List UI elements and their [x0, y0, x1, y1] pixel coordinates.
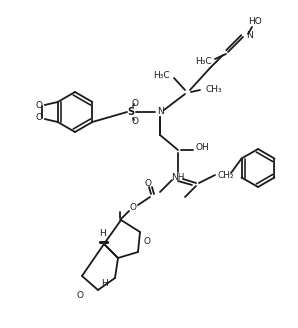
- Text: O: O: [77, 291, 83, 299]
- Text: S: S: [128, 107, 135, 117]
- Text: H: H: [101, 278, 108, 288]
- Text: N: N: [246, 31, 253, 40]
- Text: N: N: [157, 108, 163, 116]
- Text: HO: HO: [248, 17, 262, 27]
- Text: O: O: [143, 237, 150, 247]
- Text: CH₃: CH₃: [205, 85, 222, 93]
- Text: H: H: [99, 229, 106, 237]
- Text: CH₂: CH₂: [218, 171, 235, 179]
- Text: OH: OH: [195, 144, 209, 153]
- Text: O: O: [131, 116, 139, 126]
- Text: H₃C: H₃C: [153, 71, 170, 79]
- Text: O: O: [131, 98, 139, 108]
- Text: NH: NH: [171, 173, 185, 181]
- Text: O: O: [35, 113, 42, 122]
- Text: O: O: [35, 101, 42, 111]
- Text: H₃C: H₃C: [195, 57, 212, 67]
- Text: O: O: [145, 178, 151, 188]
- Text: O: O: [130, 203, 136, 213]
